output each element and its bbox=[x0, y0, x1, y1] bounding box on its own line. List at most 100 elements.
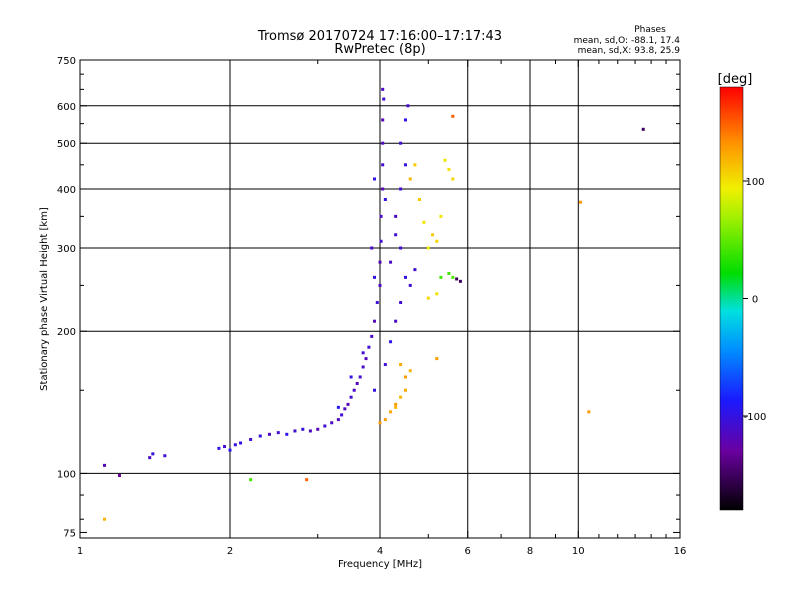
data-point bbox=[381, 187, 385, 191]
colorbar-tick-label: 0 bbox=[752, 295, 758, 306]
data-point bbox=[228, 448, 232, 452]
data-point bbox=[399, 141, 403, 145]
y-tick-label: 200 bbox=[57, 327, 76, 338]
x-tick-label: 6 bbox=[465, 546, 471, 557]
data-point bbox=[435, 357, 439, 361]
data-point bbox=[217, 446, 221, 450]
data-point bbox=[403, 375, 407, 379]
colorbar-label: [deg] bbox=[718, 72, 753, 87]
data-point bbox=[367, 345, 371, 349]
data-point bbox=[381, 118, 385, 122]
data-point bbox=[394, 405, 398, 409]
data-point bbox=[403, 118, 407, 122]
y-axis-label: Stationary phase Virtual Height [km] bbox=[39, 207, 50, 391]
colorbar-tick-label: -100 bbox=[744, 412, 767, 423]
chart-subtitle: RwPretec (8p) bbox=[334, 42, 425, 57]
plot-grid bbox=[80, 60, 680, 538]
data-point bbox=[439, 214, 443, 218]
data-point bbox=[258, 434, 262, 438]
data-point bbox=[447, 167, 451, 171]
data-point bbox=[383, 418, 387, 422]
data-point bbox=[399, 301, 403, 305]
data-point bbox=[382, 97, 386, 101]
data-point bbox=[439, 275, 443, 279]
data-point bbox=[305, 478, 309, 482]
x-tick-label: 10 bbox=[572, 546, 585, 557]
colorbar-ticks: 100 0 -100 bbox=[743, 177, 766, 423]
data-point bbox=[399, 363, 403, 367]
y-tick-label: 750 bbox=[57, 56, 76, 67]
data-point bbox=[378, 283, 382, 287]
data-point bbox=[340, 413, 344, 417]
data-point bbox=[352, 388, 356, 392]
data-point bbox=[361, 365, 365, 369]
data-point bbox=[455, 277, 459, 281]
x-tick-label: 4 bbox=[377, 546, 383, 557]
data-point bbox=[355, 382, 359, 386]
data-point bbox=[361, 351, 365, 355]
y-tick-label: 100 bbox=[57, 469, 76, 480]
data-point bbox=[358, 375, 362, 379]
data-point bbox=[641, 127, 645, 131]
data-point bbox=[451, 177, 455, 181]
x-tick-label: 1 bbox=[77, 546, 83, 557]
data-point bbox=[399, 187, 403, 191]
y-tick-label: 500 bbox=[57, 139, 76, 150]
x-axis-label: Frequency [MHz] bbox=[338, 559, 422, 570]
data-point bbox=[403, 163, 407, 167]
data-point bbox=[378, 421, 382, 425]
data-point bbox=[379, 214, 383, 218]
data-point bbox=[249, 478, 253, 482]
y-tick-label: 600 bbox=[57, 102, 76, 113]
x-tick-label: 2 bbox=[227, 546, 233, 557]
data-point bbox=[431, 233, 435, 237]
y-tick-label: 300 bbox=[57, 244, 76, 255]
data-point bbox=[316, 427, 320, 431]
data-point bbox=[364, 357, 368, 361]
data-point bbox=[403, 388, 407, 392]
data-point bbox=[403, 275, 407, 279]
data-point bbox=[276, 431, 280, 435]
data-point bbox=[378, 260, 382, 264]
data-point bbox=[336, 418, 340, 422]
data-point bbox=[435, 292, 439, 296]
data-point bbox=[426, 246, 430, 250]
stats-header: Phases bbox=[634, 25, 666, 35]
data-point bbox=[389, 340, 393, 344]
data-point bbox=[349, 395, 353, 399]
x-tick-label: 8 bbox=[527, 546, 533, 557]
data-point bbox=[103, 463, 107, 467]
data-point bbox=[394, 402, 398, 406]
colorbar-tick-label: 100 bbox=[745, 177, 764, 188]
data-point bbox=[394, 233, 398, 237]
data-point bbox=[373, 388, 377, 392]
data-point bbox=[587, 410, 591, 414]
stats-line-x: mean, sd,X: 93.8, 25.9 bbox=[578, 46, 681, 56]
data-point bbox=[349, 375, 353, 379]
y-tick-label: 400 bbox=[57, 185, 76, 196]
chart-title: Tromsø 20170724 17:16:00–17:17:43 bbox=[257, 29, 502, 44]
axis-ticks: 1 2 4 6 8 10 16 75 100 200 300 400 500 600 750 bbox=[57, 56, 686, 557]
data-point bbox=[293, 429, 297, 433]
data-point bbox=[383, 363, 387, 367]
data-point bbox=[383, 198, 387, 202]
stats-line-o: mean, sd,O: -88.1, 17.4 bbox=[574, 36, 681, 46]
data-point bbox=[435, 239, 439, 243]
data-point bbox=[381, 163, 385, 167]
data-point bbox=[223, 445, 227, 449]
data-point bbox=[103, 517, 107, 521]
data-point bbox=[413, 268, 417, 272]
data-point bbox=[389, 410, 393, 414]
data-point bbox=[336, 405, 340, 409]
data-point bbox=[422, 220, 426, 224]
data-point bbox=[451, 114, 455, 118]
data-point bbox=[308, 429, 312, 433]
data-point bbox=[406, 104, 410, 108]
data-point bbox=[267, 432, 271, 436]
data-point bbox=[323, 424, 327, 428]
data-point bbox=[346, 402, 350, 406]
data-point bbox=[399, 246, 403, 250]
data-point bbox=[343, 407, 347, 411]
data-point bbox=[163, 454, 167, 458]
